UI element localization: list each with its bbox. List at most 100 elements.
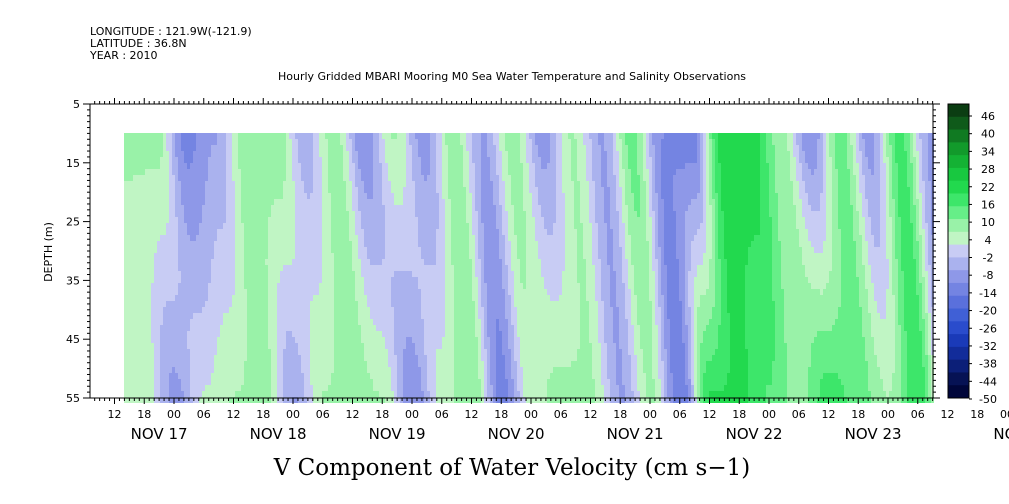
heatmap-cell (175, 163, 178, 169)
heatmap-cell (274, 229, 277, 235)
heatmap-cell (382, 253, 385, 259)
heatmap-cell (124, 397, 127, 403)
heatmap-cell (145, 235, 148, 241)
heatmap-cell (379, 379, 382, 385)
heatmap-cell (241, 349, 244, 355)
heatmap-cell (205, 337, 208, 343)
heatmap-cell (154, 235, 157, 241)
heatmap-cell (397, 313, 400, 319)
heatmap-cell (388, 373, 391, 379)
heatmap-cell (316, 373, 319, 379)
heatmap-cell (148, 133, 151, 139)
heatmap-cell (439, 235, 442, 241)
heatmap-cell (421, 253, 424, 259)
heatmap-cell (394, 283, 397, 289)
heatmap-cell (322, 361, 325, 367)
heatmap-cell (286, 343, 289, 349)
heatmap-cell (295, 217, 298, 223)
heatmap-cell (451, 229, 454, 235)
heatmap-cell (322, 163, 325, 169)
heatmap-cell (181, 133, 184, 139)
heatmap-cell (154, 193, 157, 199)
heatmap-cell (436, 361, 439, 367)
heatmap-cell (205, 277, 208, 283)
heatmap-cell (175, 223, 178, 229)
heatmap-cell (400, 241, 403, 247)
heatmap-cell (433, 265, 436, 271)
heatmap-cell (322, 331, 325, 337)
heatmap-cell (277, 217, 280, 223)
heatmap-cell (307, 313, 310, 319)
heatmap-cell (451, 337, 454, 343)
heatmap-cell (415, 253, 418, 259)
heatmap-cell (310, 217, 313, 223)
heatmap-cell (355, 271, 358, 277)
heatmap-cell (127, 235, 130, 241)
heatmap-cell (217, 349, 220, 355)
heatmap-cell (175, 157, 178, 163)
heatmap-cell (367, 295, 370, 301)
heatmap-cell (346, 391, 349, 397)
heatmap-cell (124, 253, 127, 259)
heatmap-cell (247, 181, 250, 187)
heatmap-cell (250, 361, 253, 367)
heatmap-cell (271, 265, 274, 271)
heatmap-cell (355, 265, 358, 271)
heatmap-cell (142, 205, 145, 211)
heatmap-cell (202, 265, 205, 271)
heatmap-cell (418, 373, 421, 379)
heatmap-cell (427, 331, 430, 337)
heatmap-cell (283, 295, 286, 301)
heatmap-cell (337, 169, 340, 175)
heatmap-cell (271, 223, 274, 229)
heatmap-cell (202, 349, 205, 355)
heatmap-cell (319, 259, 322, 265)
heatmap-cell (307, 271, 310, 277)
heatmap-cell (328, 289, 331, 295)
heatmap-cell (151, 277, 154, 283)
heatmap-cell (127, 319, 130, 325)
heatmap-cell (442, 229, 445, 235)
heatmap-cell (421, 199, 424, 205)
heatmap-cell (199, 223, 202, 229)
heatmap-cell (250, 313, 253, 319)
heatmap-cell (259, 301, 262, 307)
heatmap-cell (223, 241, 226, 247)
heatmap-cell (166, 277, 169, 283)
heatmap-cell (310, 253, 313, 259)
heatmap-cell (385, 301, 388, 307)
heatmap-cell (334, 379, 337, 385)
heatmap-cell (286, 151, 289, 157)
heatmap-cell (223, 139, 226, 145)
heatmap-cell (250, 133, 253, 139)
heatmap-cell (355, 199, 358, 205)
heatmap-cell (349, 331, 352, 337)
heatmap-cell (325, 367, 328, 373)
heatmap-cell (295, 265, 298, 271)
heatmap-cell (133, 187, 136, 193)
heatmap-cell (382, 265, 385, 271)
heatmap-cell (274, 379, 277, 385)
heatmap-cell (421, 223, 424, 229)
heatmap-cell (241, 157, 244, 163)
heatmap-cell (310, 229, 313, 235)
heatmap-cell (220, 157, 223, 163)
heatmap-cell (358, 139, 361, 145)
heatmap-cell (163, 223, 166, 229)
heatmap-cell (412, 391, 415, 397)
heatmap-cell (352, 151, 355, 157)
heatmap-cell (196, 253, 199, 259)
heatmap-cell (184, 193, 187, 199)
heatmap-cell (136, 163, 139, 169)
heatmap-cell (133, 133, 136, 139)
heatmap-cell (415, 211, 418, 217)
heatmap-cell (337, 367, 340, 373)
heatmap-cell (307, 205, 310, 211)
heatmap-cell (238, 319, 241, 325)
heatmap-cell (196, 175, 199, 181)
heatmap-cell (412, 175, 415, 181)
heatmap-cell (313, 157, 316, 163)
heatmap-cell (292, 301, 295, 307)
heatmap-cell (304, 319, 307, 325)
heatmap-cell (334, 163, 337, 169)
